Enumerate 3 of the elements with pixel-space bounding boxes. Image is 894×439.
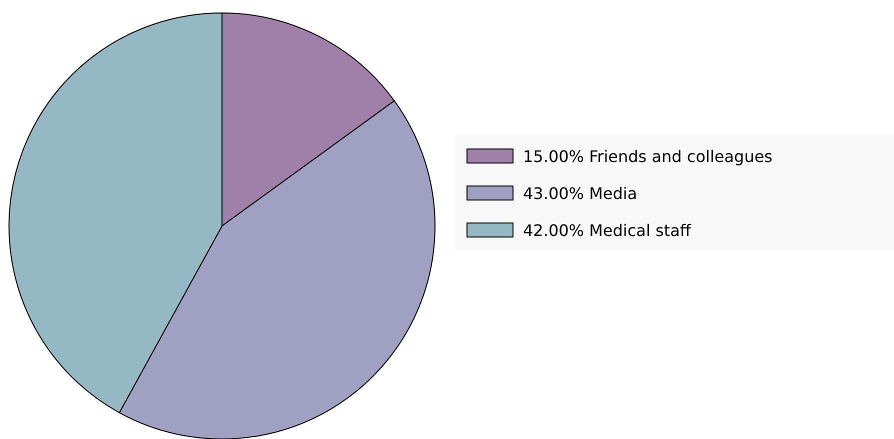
legend-label: 42.00% Medical staff <box>523 221 692 240</box>
legend-label: 43.00% Media <box>523 184 638 203</box>
legend-label: 15.00% Friends and colleagues <box>523 147 773 166</box>
